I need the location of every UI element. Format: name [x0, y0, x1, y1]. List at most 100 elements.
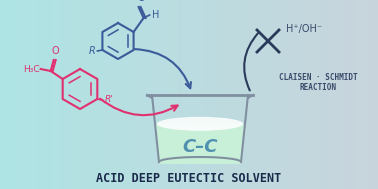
Bar: [297, 0, 299, 189]
Bar: [108, 0, 110, 189]
Bar: [24, 0, 25, 189]
Bar: [107, 0, 108, 189]
Bar: [372, 0, 373, 189]
Bar: [11, 0, 12, 189]
Bar: [20, 0, 22, 189]
Bar: [113, 0, 115, 189]
Bar: [8, 0, 9, 189]
Bar: [251, 0, 252, 189]
Bar: [204, 0, 205, 189]
Bar: [223, 0, 224, 189]
Bar: [321, 0, 322, 189]
Bar: [124, 0, 125, 189]
Bar: [377, 0, 378, 189]
Bar: [311, 0, 313, 189]
Bar: [18, 0, 19, 189]
Bar: [295, 0, 296, 189]
FancyArrowPatch shape: [244, 33, 258, 91]
Bar: [186, 0, 188, 189]
Bar: [131, 0, 132, 189]
Bar: [6, 0, 8, 189]
Bar: [319, 0, 320, 189]
Bar: [228, 0, 229, 189]
Bar: [294, 0, 295, 189]
Bar: [247, 0, 248, 189]
Bar: [170, 0, 171, 189]
Bar: [340, 0, 341, 189]
Bar: [5, 0, 6, 189]
Bar: [305, 0, 306, 189]
Bar: [87, 0, 88, 189]
Bar: [112, 0, 113, 189]
Bar: [185, 0, 186, 189]
Bar: [44, 0, 45, 189]
Bar: [166, 0, 167, 189]
Bar: [39, 0, 40, 189]
Bar: [209, 0, 211, 189]
Bar: [83, 0, 84, 189]
Bar: [147, 0, 149, 189]
Bar: [14, 0, 15, 189]
Bar: [30, 0, 31, 189]
Bar: [326, 0, 328, 189]
Bar: [245, 0, 246, 189]
Bar: [177, 0, 178, 189]
Bar: [354, 0, 355, 189]
Bar: [330, 0, 332, 189]
Bar: [261, 0, 262, 189]
Bar: [155, 0, 156, 189]
Bar: [265, 0, 266, 189]
Bar: [84, 0, 86, 189]
Bar: [336, 0, 338, 189]
Bar: [122, 0, 124, 189]
Bar: [125, 0, 126, 189]
Bar: [139, 0, 140, 189]
Bar: [143, 0, 144, 189]
Bar: [375, 0, 377, 189]
Bar: [273, 0, 275, 189]
Bar: [110, 0, 111, 189]
Bar: [315, 0, 316, 189]
Bar: [229, 0, 231, 189]
Bar: [369, 0, 370, 189]
Bar: [219, 0, 220, 189]
Bar: [214, 0, 215, 189]
Bar: [290, 0, 291, 189]
Bar: [205, 0, 207, 189]
Bar: [37, 0, 38, 189]
Bar: [286, 0, 287, 189]
Bar: [94, 0, 96, 189]
Bar: [159, 0, 160, 189]
Bar: [15, 0, 16, 189]
Bar: [333, 0, 334, 189]
Bar: [53, 0, 54, 189]
Bar: [257, 0, 258, 189]
Bar: [120, 0, 121, 189]
Bar: [184, 0, 185, 189]
Bar: [43, 0, 44, 189]
Bar: [145, 0, 146, 189]
Bar: [64, 0, 65, 189]
Bar: [237, 0, 238, 189]
Bar: [246, 0, 247, 189]
Bar: [310, 0, 311, 189]
Bar: [277, 0, 279, 189]
Bar: [165, 0, 166, 189]
Bar: [304, 0, 305, 189]
Bar: [133, 0, 135, 189]
Bar: [58, 0, 59, 189]
Bar: [40, 0, 42, 189]
Bar: [195, 0, 197, 189]
Bar: [42, 0, 43, 189]
Bar: [374, 0, 375, 189]
Bar: [296, 0, 297, 189]
Bar: [268, 0, 270, 189]
Text: C–C: C–C: [182, 138, 218, 156]
Bar: [161, 0, 163, 189]
Bar: [188, 0, 189, 189]
Bar: [272, 0, 273, 189]
Bar: [144, 0, 145, 189]
Bar: [284, 0, 285, 189]
Bar: [160, 0, 161, 189]
Bar: [344, 0, 345, 189]
